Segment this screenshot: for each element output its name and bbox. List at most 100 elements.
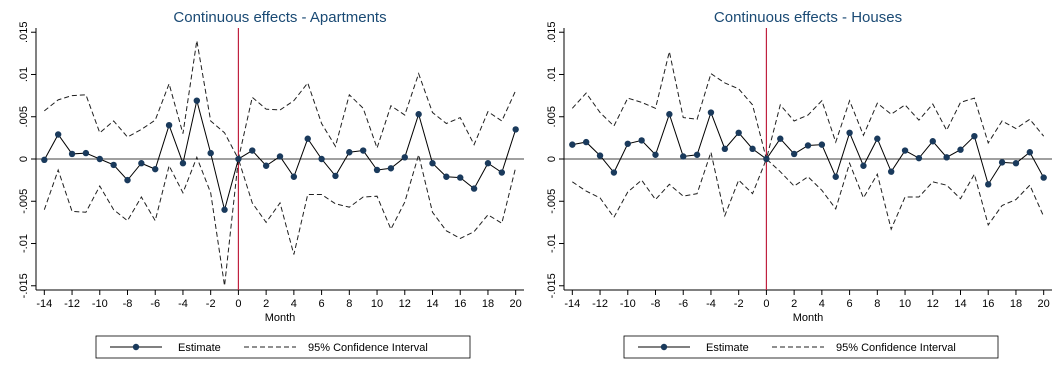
estimate-point: [874, 135, 881, 142]
estimate-point: [415, 111, 422, 118]
estimate-point: [749, 145, 756, 153]
estimate-point: [221, 206, 228, 213]
y-tick-label: .01: [546, 67, 558, 82]
x-tick-label: 2: [263, 298, 269, 310]
estimate-point: [207, 149, 214, 157]
x-tick-label: 14: [426, 298, 438, 310]
y-tick-label: -.015: [546, 273, 558, 298]
y-tick-label: .01: [18, 67, 30, 82]
estimate-point: [401, 154, 408, 161]
estimate-point: [332, 172, 339, 180]
x-tick-label: 12: [927, 298, 939, 310]
estimate-point: [276, 153, 284, 160]
x-tick-label: -8: [123, 298, 133, 310]
ci-lower-line: [43, 152, 517, 286]
x-tick-label: 20: [510, 298, 522, 310]
estimate-point: [929, 138, 936, 145]
estimate-point: [484, 160, 492, 167]
x-tick-label: 12: [399, 298, 411, 310]
estimate-point: [457, 174, 464, 181]
estimate-point: [152, 165, 159, 173]
estimate-point: [846, 129, 853, 136]
estimate-point: [735, 129, 742, 136]
legend-box: [623, 335, 999, 359]
estimate-point: [901, 147, 909, 154]
x-tick-label: 4: [291, 298, 297, 310]
x-tick-label: 16: [982, 298, 994, 310]
estimate-point: [943, 154, 950, 161]
estimate-point: [596, 152, 604, 159]
legend-ci-label: 95% Confidence Interval: [308, 342, 428, 354]
x-tick-label: -2: [734, 298, 744, 310]
x-tick-label: -12: [64, 298, 80, 310]
ci-lower-line: [572, 150, 1045, 231]
estimate-point: [41, 156, 48, 164]
chart-panel-houses: Continuous effects - Houses -.015 -.01 -.00…: [528, 0, 1056, 360]
x-tick-label: 6: [847, 298, 853, 310]
y-tick-label: -.01: [18, 234, 30, 253]
estimate-point: [777, 135, 784, 142]
estimate-point: [82, 149, 90, 157]
y-tick-label: .015: [18, 22, 30, 43]
estimate-point: [638, 137, 645, 144]
x-tick-label: -12: [592, 298, 608, 310]
estimate-point: [346, 149, 353, 156]
estimate-point: [512, 126, 519, 133]
estimate-point: [832, 173, 839, 180]
estimate-point: [763, 155, 770, 163]
estimate-point: [887, 168, 895, 175]
estimate-point: [1026, 149, 1034, 156]
x-tick-label: 0: [235, 298, 241, 310]
y-tick-label: -.005: [546, 189, 558, 214]
x-tick-label: -10: [620, 298, 636, 310]
x-tick-label: -8: [651, 298, 661, 310]
x-tick-label: 16: [454, 298, 466, 310]
estimate-point: [429, 160, 436, 167]
x-tick-label: 10: [899, 298, 911, 310]
x-tick-label: 18: [1010, 298, 1022, 310]
x-tick-label: -14: [564, 298, 580, 310]
estimate-point: [290, 173, 298, 180]
estimate-point: [138, 160, 145, 167]
estimate-point: [373, 166, 381, 174]
x-axis-title: Month: [265, 312, 296, 324]
x-tick-label: -6: [678, 298, 688, 310]
x-tick-label: -4: [178, 298, 188, 310]
estimate-point: [693, 151, 701, 158]
x-tick-label: -4: [706, 298, 716, 310]
estimate-point: [985, 181, 992, 188]
estimate-point: [235, 155, 242, 163]
legend-estimate-marker: [660, 343, 668, 351]
estimate-point: [582, 138, 590, 146]
estimate-point: [193, 97, 201, 104]
y-tick-label: .005: [18, 106, 30, 127]
estimate-point: [610, 169, 618, 176]
estimate-point: [498, 169, 506, 176]
estimate-point: [790, 150, 798, 158]
estimate-point: [249, 147, 256, 154]
estimate-point: [915, 154, 923, 162]
estimate-point: [804, 142, 812, 149]
y-tick-label: .005: [546, 106, 558, 127]
ci-upper-line: [44, 40, 517, 161]
x-tick-label: 10: [371, 298, 383, 310]
x-tick-label: 6: [319, 298, 325, 310]
estimate-point: [387, 165, 395, 172]
estimate-point: [652, 151, 659, 158]
x-tick-label: -14: [36, 298, 52, 310]
ci-upper-line: [571, 51, 1045, 160]
legend-ci-label: 95% Confidence Interval: [836, 342, 956, 354]
estimate-point: [957, 146, 964, 153]
x-tick-label: 14: [954, 298, 966, 310]
apartments-chart: Continuous effects - Apartments -.015 -.01…: [18, 9, 524, 359]
estimate-point: [569, 141, 576, 148]
y-tick-label: .015: [546, 22, 558, 43]
x-tick-label: 8: [346, 298, 352, 310]
houses-chart: Continuous effects - Houses -.015 -.01 -.00…: [546, 9, 1052, 359]
estimate-point: [359, 147, 367, 154]
estimate-point: [262, 162, 270, 169]
x-tick-label: 2: [791, 298, 797, 310]
y-tick-label: -.005: [18, 189, 30, 214]
estimate-point: [860, 162, 867, 169]
estimate-point: [179, 160, 187, 167]
